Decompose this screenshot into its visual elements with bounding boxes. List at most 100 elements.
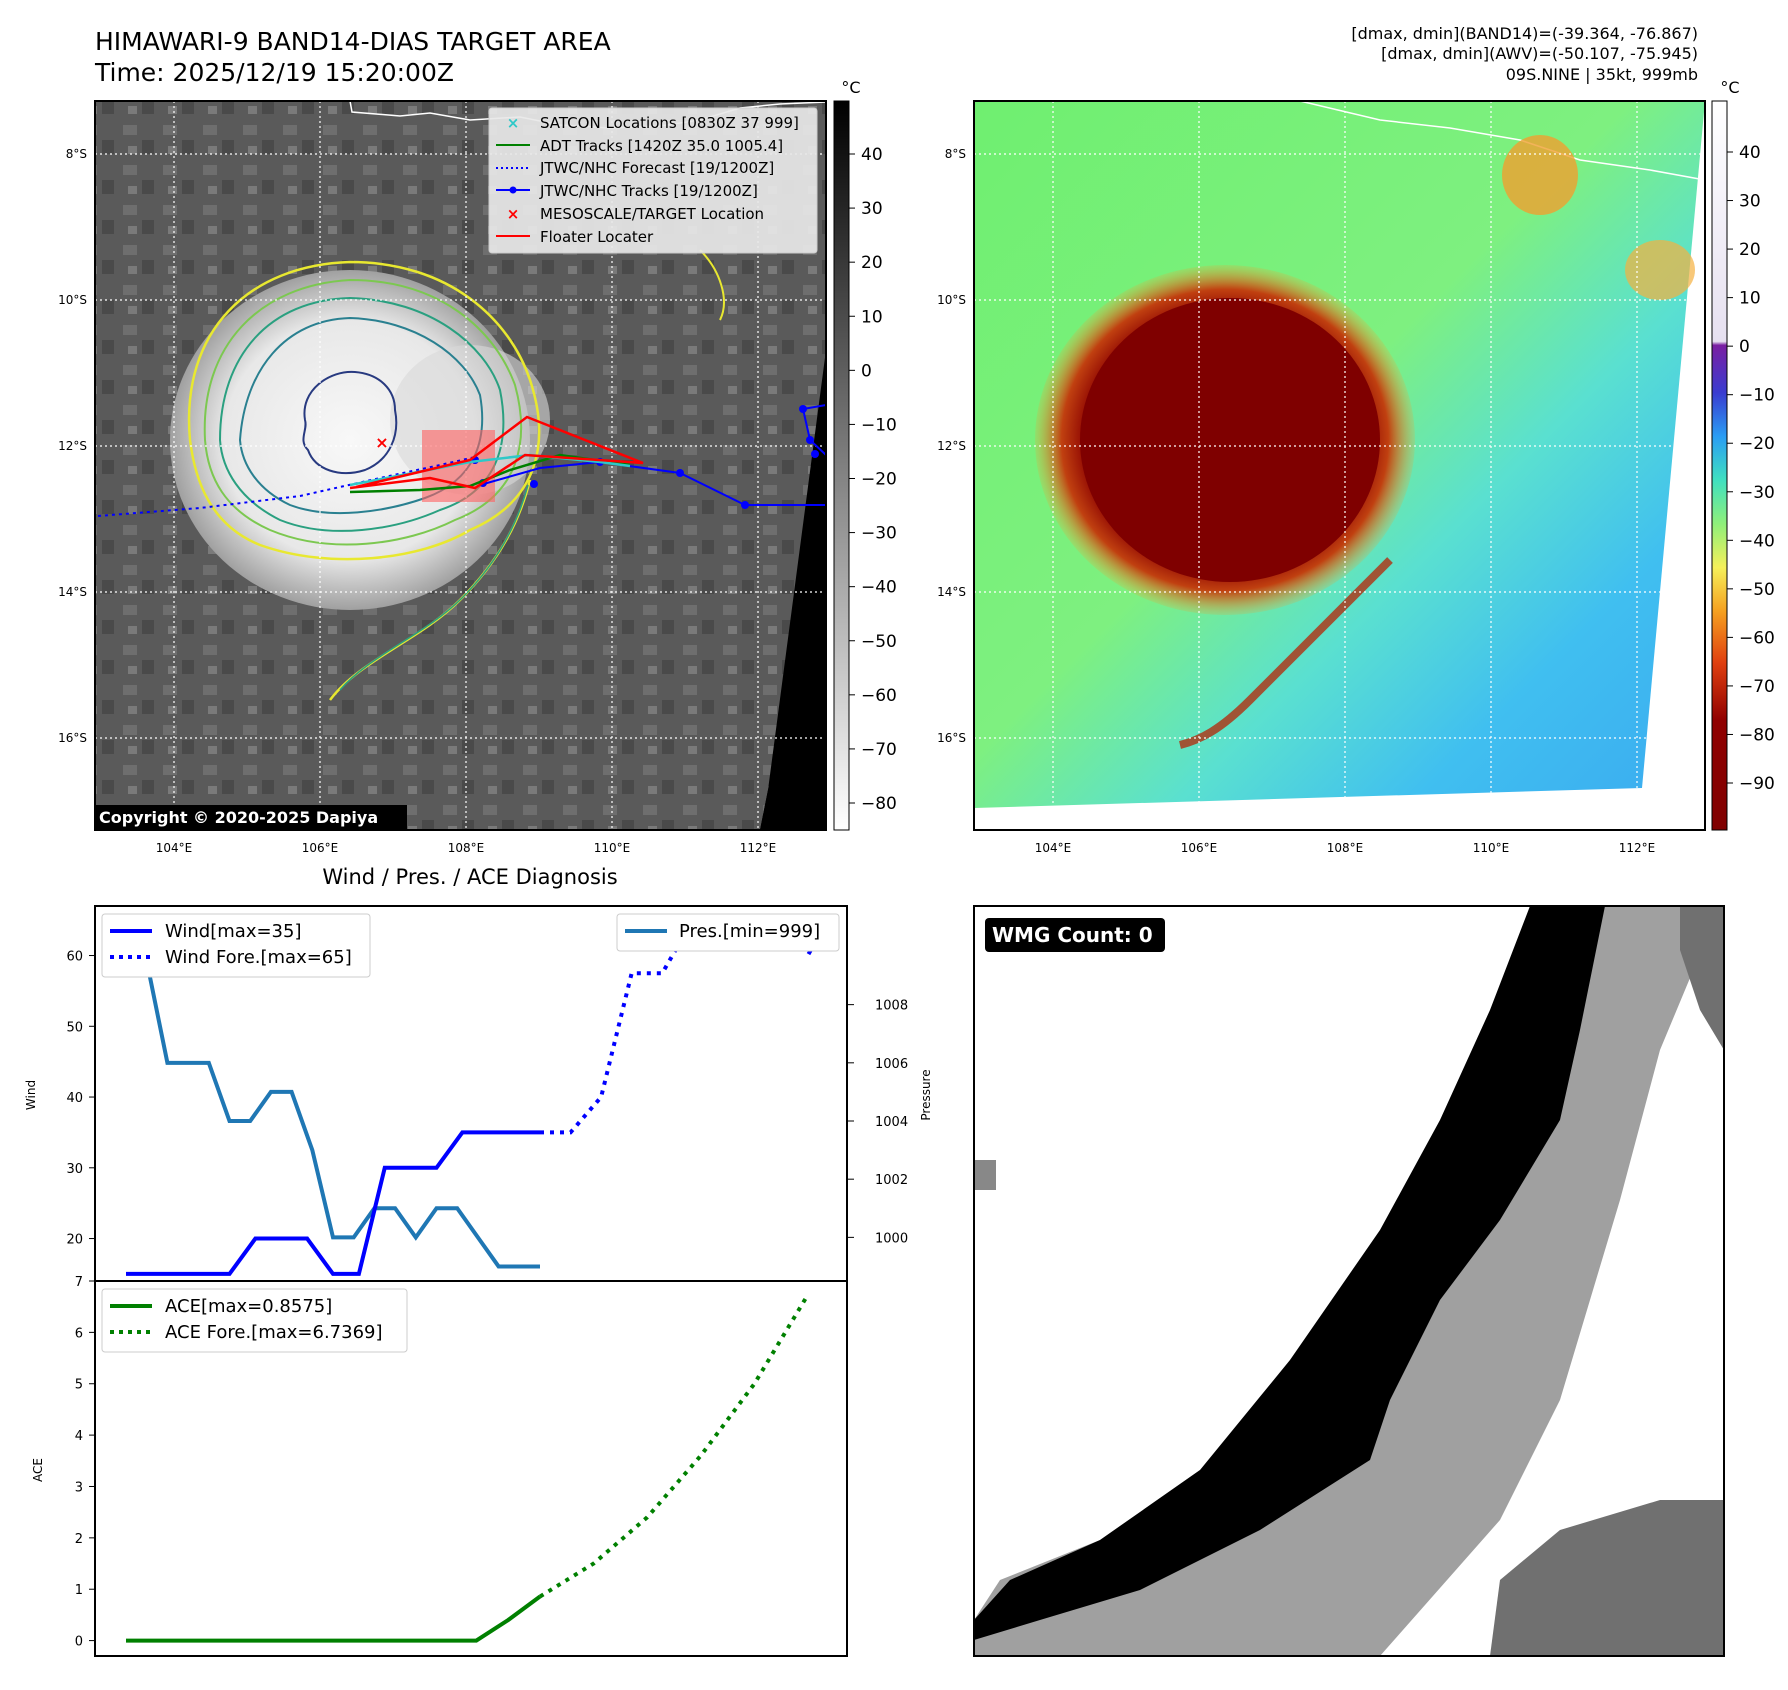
ace-tick-label: 5 [75,1378,83,1393]
lon-label: 108°E [1327,841,1364,855]
storm-info: 09S.NINE | 35kt, 999mb [1506,65,1698,84]
cb2-tick-label: −60 [1739,628,1775,648]
pres-tick-label: 1008 [875,999,908,1014]
wind-tick-label: 20 [66,1233,83,1248]
legend-pressure: Pres.[min=999] [679,921,820,942]
figure-time: Time: 2025/12/19 15:20:00Z [94,58,454,87]
lat-label: 8°S [66,147,87,161]
ace-tick-label: 6 [75,1326,83,1341]
ace-axis-label: ACE [31,1458,45,1482]
cb1-tick-label: 30 [861,199,883,219]
ace-tick-label: 4 [75,1429,83,1444]
svg-text:×: × [507,205,520,223]
wmg-panel: WMG Count: 0 [973,905,1725,1657]
ace-tick-label: 2 [75,1532,83,1547]
svg-text:°C: °C [1720,78,1739,97]
wind-forecast-line [540,918,817,1135]
lon-label: 106°E [1181,841,1218,855]
cb1-tick-label: −40 [861,578,897,598]
cb1-tick-label: −10 [861,415,897,435]
lon-label: 104°E [1035,841,1072,855]
lon-label: 106°E [302,841,339,855]
lon-label: 112°E [1619,841,1656,855]
lon-label: 112°E [740,841,777,855]
map-axis-labels: 8°S 10°S 12°S 14°S 16°S 104°E 106°E 108°E 110°E 1… [58,147,1655,855]
lon-label: 110°E [594,841,631,855]
pres-tick-label: 1006 [875,1057,908,1072]
legend-adt: ADT Tracks [1420Z 35.0 1005.4] [540,137,783,155]
lat-label: 12°S [58,439,87,453]
cb1-tick-label: 20 [861,253,883,273]
pressure-axis-label: Pressure [919,1069,933,1120]
lat-label: 14°S [58,585,87,599]
cb2-tick-label: −40 [1739,531,1775,551]
pres-tick-label: 1004 [875,1115,908,1130]
cb1-tick-label: −70 [861,740,897,760]
svg-text:×: × [507,114,520,132]
wind-line [126,1130,540,1276]
lat-label: 16°S [937,731,966,745]
pres-tick-label: 1002 [875,1173,908,1188]
wind-tick-label: 40 [66,1091,83,1106]
cb1-tick-label: 40 [861,145,883,165]
ace-tick-label: 7 [75,1275,83,1290]
legend-satcon: SATCON Locations [0830Z 37 999] [540,114,799,132]
lat-label: 8°S [945,147,966,161]
cb2-tick-label: −90 [1739,774,1775,794]
copyright: Copyright © 2020-2025 Dapiya [99,808,378,827]
lat-label: 10°S [58,293,87,307]
ace-line [126,1594,542,1643]
cb2-tick-label: 10 [1739,289,1761,309]
figure-title: HIMAWARI-9 BAND14-DIAS TARGET AREA [95,27,611,56]
cb1-tick-label: 0 [861,361,872,381]
cb2-tick-label: −50 [1739,580,1775,600]
ace-chart: 0 1 2 3 4 5 6 7 ACE ACE[max=0.8575] ACE Fore.[m… [31,1275,848,1657]
diagnosis-title: Wind / Pres. / ACE Diagnosis [322,865,617,889]
wmg-count: WMG Count: 0 [992,923,1153,947]
cb1-tick-label: −20 [861,470,897,490]
legend-floater: Floater Locater [540,228,654,246]
ace-forecast-line [538,1293,810,1599]
legend-ace-forecast: ACE Fore.[max=6.7369] [165,1322,383,1343]
cb2-tick-label: 40 [1739,143,1761,163]
legend-wind-forecast: Wind Fore.[max=65] [165,947,352,968]
lon-label: 108°E [448,841,485,855]
ace-tick-label: 1 [75,1583,83,1598]
cb2-tick-label: 20 [1739,240,1761,260]
colorbar-band14: °C 40 30 20 10 0 −10 −20 −30 −40 −50 −60 −70 −80 [833,78,897,831]
wind-tick-label: 50 [66,1020,83,1035]
ace-tick-label: 0 [75,1635,83,1650]
cb2-tick-label: −70 [1739,677,1775,697]
svg-text:×: × [375,433,388,452]
pressure-line [126,959,540,1269]
pres-tick-label: 1000 [875,1231,908,1246]
cb2-tick-label: 0 [1739,337,1750,357]
cb2-tick-label: −10 [1739,386,1775,406]
map-legend: × × SATCON Locations [0830Z 37 999] ADT … [488,107,818,254]
ace-tick-label: 3 [75,1480,83,1495]
wind-pressure-chart: 20 30 40 50 60 1000 1002 1004 1006 1008 Wind Pre… [24,905,933,1282]
lat-label: 14°S [937,585,966,599]
lon-label: 104°E [156,841,193,855]
lat-label: 12°S [937,439,966,453]
wind-tick-label: 30 [66,1162,83,1177]
svg-text:°C: °C [841,78,860,97]
cb1-tick-label: −80 [861,794,897,814]
lon-label: 110°E [1473,841,1510,855]
cb2-tick-label: −20 [1739,434,1775,454]
wind-axis-label: Wind [24,1080,38,1110]
legend-target: MESOSCALE/TARGET Location [540,205,764,223]
stats-band14: [dmax, dmin](BAND14)=(-39.364, -76.867) [1351,24,1698,43]
legend-forecast: JTWC/NHC Forecast [19/1200Z] [539,159,774,177]
legend-ace: ACE[max=0.8575] [165,1296,332,1317]
lat-label: 10°S [937,293,966,307]
cb1-tick-label: −60 [861,686,897,706]
cb1-tick-label: −30 [861,524,897,544]
cb1-tick-label: −50 [861,632,897,652]
wind-tick-label: 60 [66,950,83,965]
stats-awv: [dmax, dmin](AWV)=(-50.107, -75.945) [1381,44,1698,63]
cb1-tick-label: 10 [861,307,883,327]
cb2-tick-label: −30 [1739,483,1775,503]
colorbar-awv: °C 40 30 20 10 0 −10 −20 −30 −40 −50 −60 −70 −80 −90 [1711,78,1775,831]
